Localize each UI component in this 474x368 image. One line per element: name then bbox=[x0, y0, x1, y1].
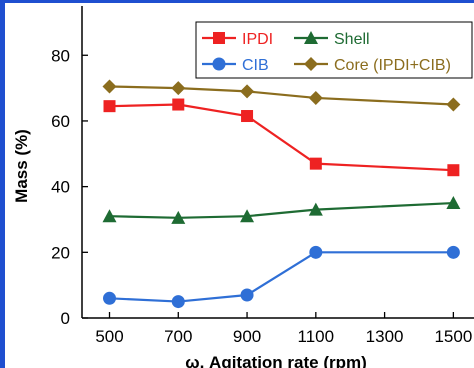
legend-marker bbox=[213, 32, 225, 44]
x-tick-label: 1300 bbox=[366, 327, 404, 346]
data-point bbox=[172, 98, 185, 111]
data-point bbox=[446, 196, 461, 210]
legend-item: Shell bbox=[294, 31, 370, 48]
series-cib bbox=[103, 245, 460, 309]
data-point bbox=[446, 245, 460, 259]
x-tick-label: 1100 bbox=[298, 327, 335, 346]
x-tick-label: 700 bbox=[164, 327, 192, 346]
series-ipdi bbox=[103, 98, 460, 177]
legend-marker bbox=[304, 31, 318, 44]
y-tick-label: 40 bbox=[51, 178, 70, 197]
series-line bbox=[109, 201, 454, 219]
data-point bbox=[240, 288, 254, 302]
x-tick-label: 900 bbox=[233, 327, 261, 346]
data-point bbox=[309, 245, 323, 259]
x-axis-label: ω, Agitation rate (rpm) bbox=[185, 353, 367, 368]
series-line bbox=[109, 103, 454, 172]
data-point bbox=[241, 110, 254, 123]
legend-item: CIB bbox=[202, 57, 269, 74]
data-point bbox=[171, 210, 186, 224]
legend-item: Core (IPDI+CIB) bbox=[294, 57, 451, 74]
series-core-ipdi-cib bbox=[102, 79, 461, 112]
legend-marker bbox=[212, 57, 226, 71]
data-point bbox=[102, 209, 117, 223]
series-line bbox=[109, 85, 454, 106]
y-tick-label: 80 bbox=[51, 46, 70, 65]
data-point bbox=[102, 79, 117, 94]
data-point bbox=[309, 157, 322, 170]
x-tick-label: 1500 bbox=[434, 327, 472, 346]
legend-label: Core (IPDI+CIB) bbox=[334, 57, 451, 74]
data-point bbox=[308, 90, 323, 105]
series-shell bbox=[102, 196, 461, 224]
data-point bbox=[240, 84, 255, 99]
series-layer bbox=[102, 79, 461, 309]
series-line bbox=[109, 251, 454, 303]
legend-label: CIB bbox=[242, 57, 269, 74]
data-point bbox=[171, 295, 185, 309]
legend-label: IPDI bbox=[242, 31, 273, 48]
data-point bbox=[103, 100, 116, 113]
y-axis-label: Mass (%) bbox=[12, 129, 31, 203]
data-point bbox=[447, 164, 460, 177]
data-point bbox=[308, 202, 323, 216]
data-point bbox=[103, 291, 117, 305]
y-tick-label: 20 bbox=[51, 243, 70, 262]
legend-box bbox=[195, 21, 473, 79]
data-point bbox=[171, 81, 186, 96]
data-point bbox=[240, 209, 255, 223]
axes: 0 20 40 60 80 500 700 900 1100 1300 1500 bbox=[51, 6, 474, 346]
legend-marker bbox=[304, 57, 318, 71]
y-tick-label: 60 bbox=[51, 112, 70, 131]
x-tick-label: 500 bbox=[95, 327, 123, 346]
legend-label: Shell bbox=[334, 31, 370, 48]
legend-item: IPDI bbox=[202, 31, 273, 48]
data-point bbox=[446, 97, 461, 112]
y-tick-label: 0 bbox=[61, 309, 70, 328]
legend: IPDI Shell CIB Core (IPDI+CIB) bbox=[195, 21, 473, 79]
